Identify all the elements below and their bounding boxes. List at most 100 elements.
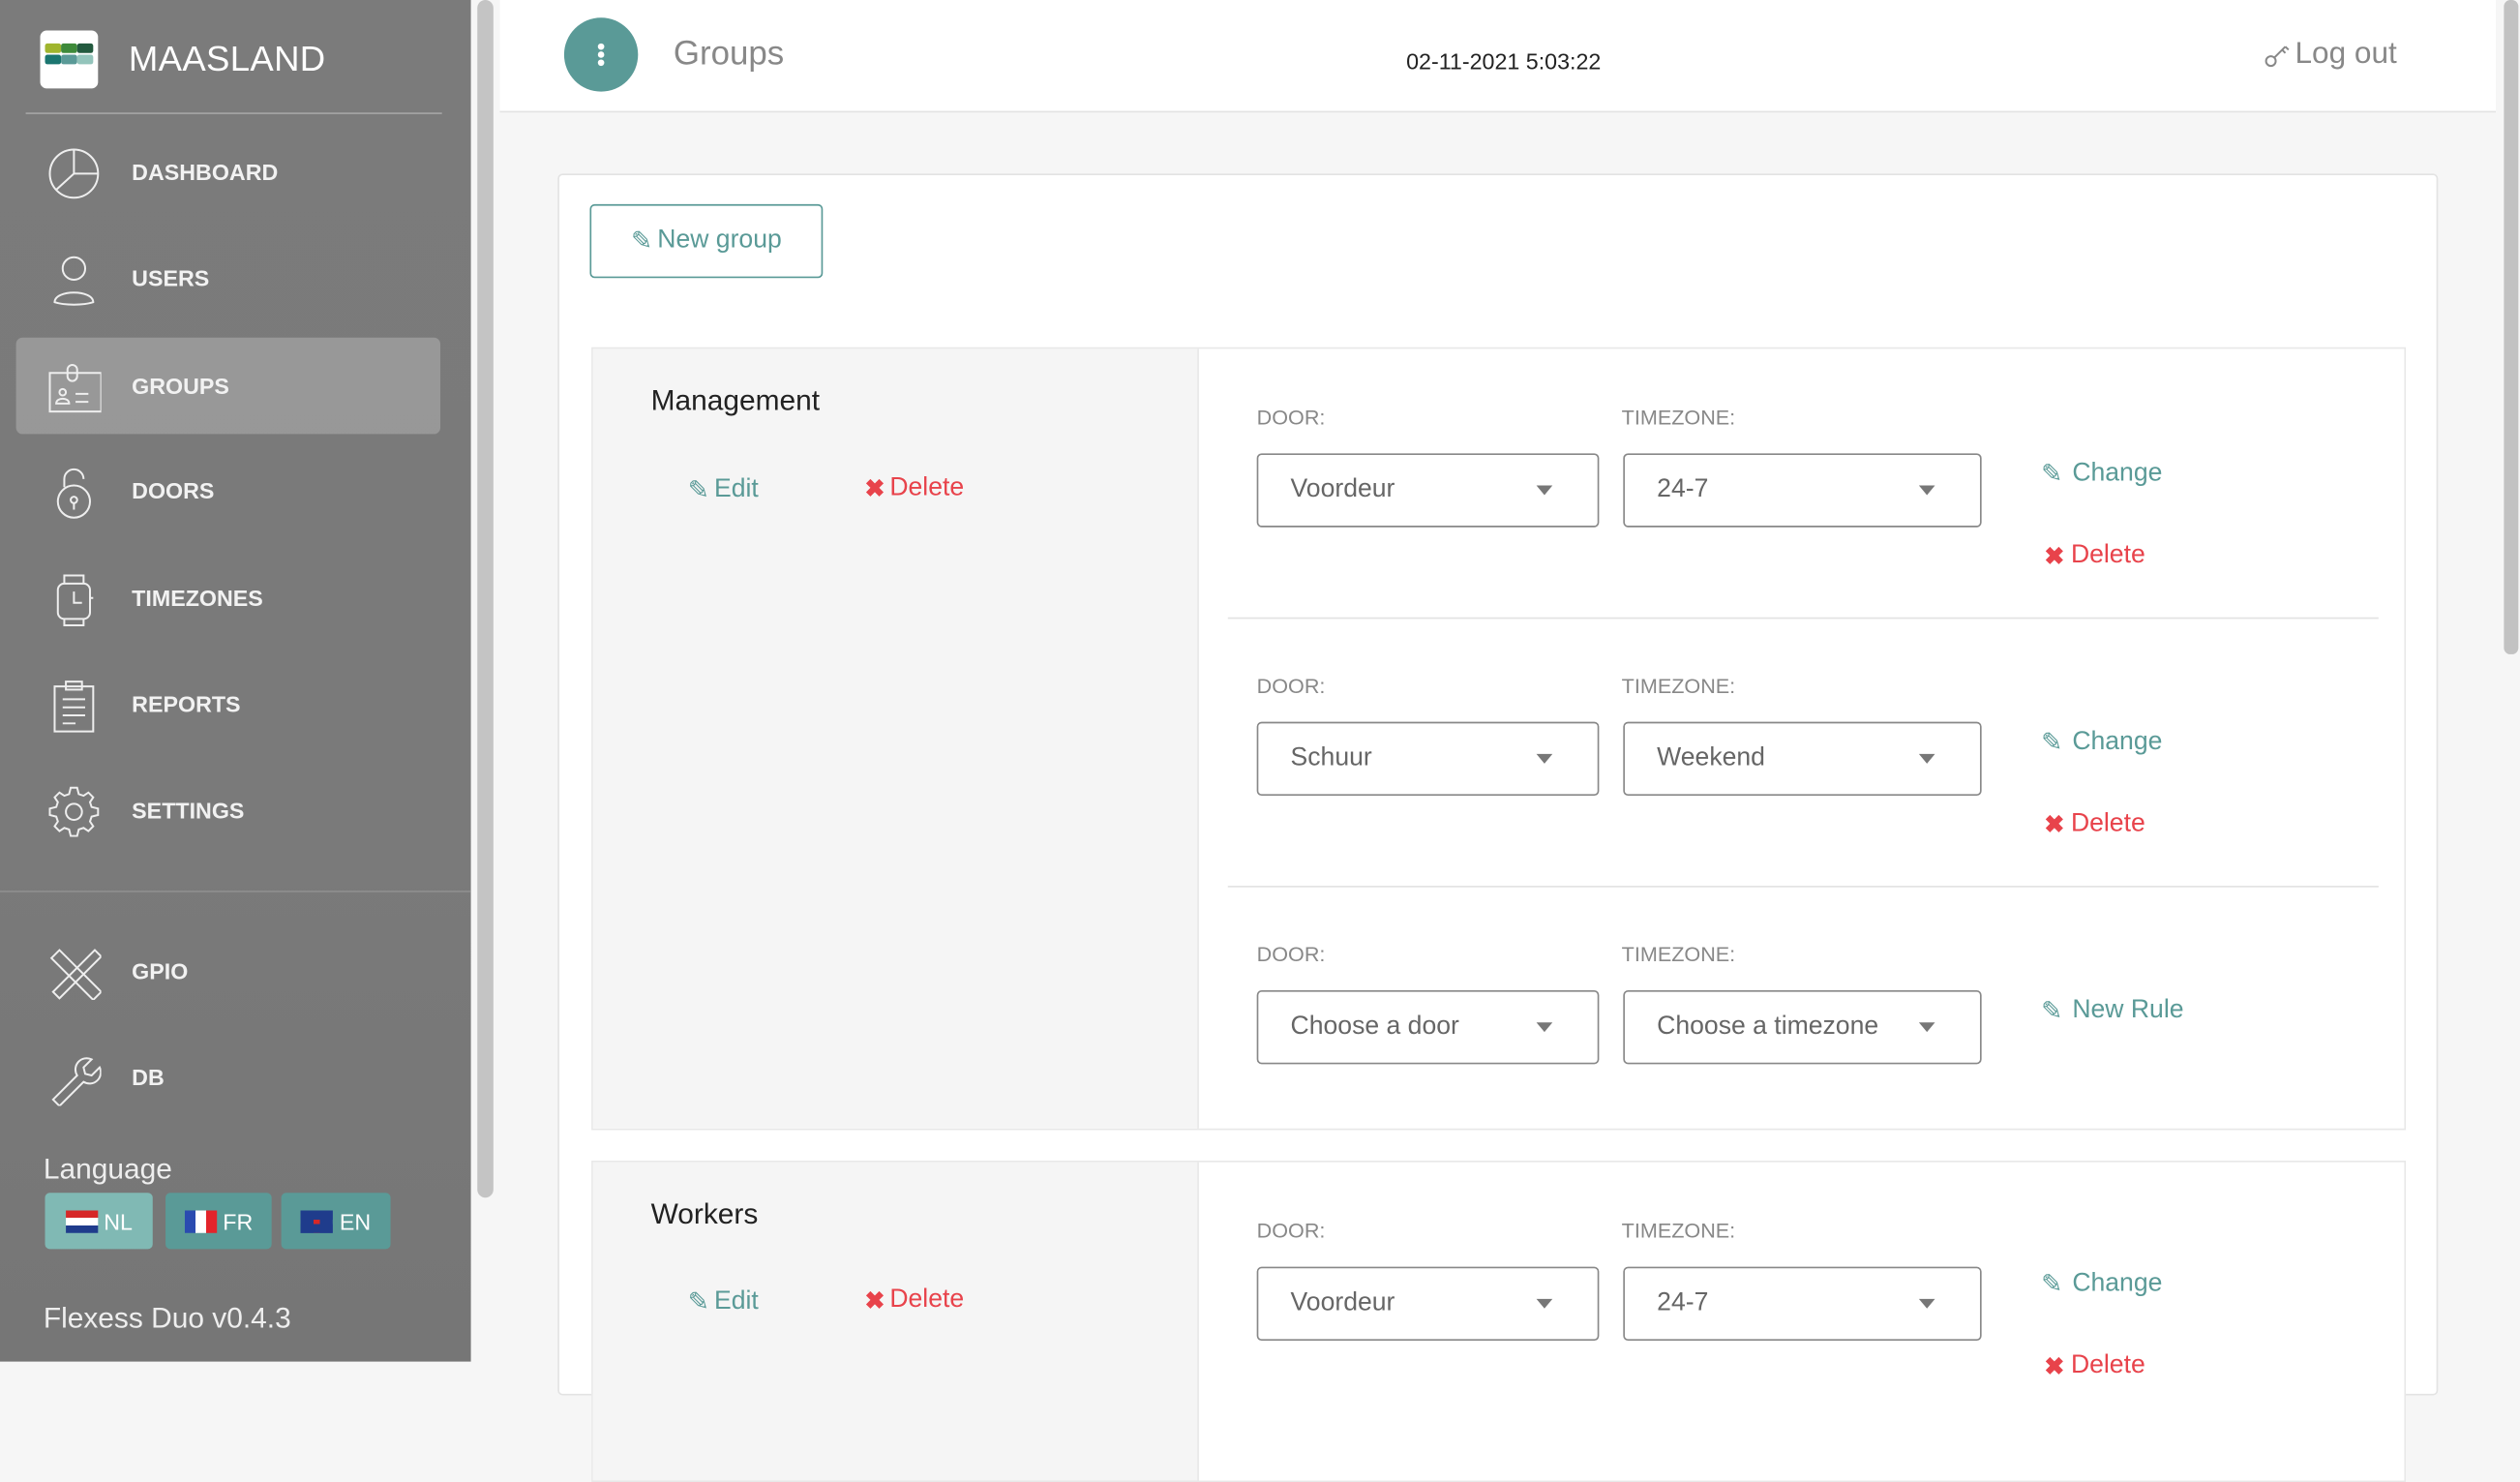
label: New Rule (2072, 996, 2184, 1024)
timezone-label: TIMEZONE: (1621, 673, 1736, 698)
group-workers: Workers ✎ Edit ✖ Delete DOOR: TIMEZONE: Vo… (591, 1161, 2408, 1482)
netherlands-flag-icon (65, 1209, 98, 1232)
current-datetime: 02-11-2021 5:03:22 (1406, 47, 1602, 75)
label: Delete (889, 473, 965, 502)
sidebar-item-label: GROUPS (132, 373, 229, 399)
sidebar-item-users[interactable]: USERS (16, 229, 440, 326)
page-scrollbar[interactable] (2504, 0, 2519, 654)
door-label: DOOR: (1256, 1218, 1326, 1243)
edit-icon: ✎ (2041, 461, 2063, 489)
sidebar-item-label: SETTINGS (132, 797, 245, 824)
menu-button[interactable] (563, 17, 639, 92)
caret-down-icon (1918, 753, 1935, 764)
change-rule-button[interactable]: ✎ Change (2041, 1268, 2162, 1300)
label: Delete (889, 1285, 965, 1314)
edit-group-button[interactable]: ✎ Edit (688, 1286, 759, 1318)
label: Change (2072, 1269, 2163, 1298)
sidebar-item-groups[interactable]: GROUPS (15, 337, 441, 435)
new-rule-button[interactable]: ✎ New Rule (2041, 995, 2183, 1027)
groups-card: ✎ New group Management ✎ Edit ✖ Delete DOO… (557, 173, 2439, 1482)
new-group-button[interactable]: ✎ New group (589, 203, 824, 279)
sidebar-item-timezones[interactable]: TIMEZONES (16, 550, 440, 647)
sidebar-item-label: DASHBOARD (132, 159, 279, 185)
door-label: DOOR: (1256, 673, 1326, 698)
change-rule-button[interactable]: ✎ Change (2041, 458, 2162, 490)
language-label: FR (223, 1208, 254, 1234)
sidebar-item-settings[interactable]: SETTINGS (16, 762, 440, 859)
close-icon: ✖ (864, 475, 885, 503)
caret-down-icon (1918, 485, 1935, 496)
label: Change (2072, 459, 2163, 488)
door-select[interactable]: Choose a door (1256, 989, 1600, 1065)
pie-chart-icon (48, 148, 100, 199)
rule-row: DOOR: TIMEZONE: Schuur Weekend ✎ Change ✖… (1199, 617, 2408, 888)
door-select[interactable]: Voordeur (1256, 1266, 1600, 1342)
language-label: EN (339, 1208, 372, 1234)
label: Edit (714, 1287, 759, 1316)
delete-rule-button[interactable]: ✖ Delete (2044, 810, 2145, 839)
selected-value: 24-7 (1657, 475, 1709, 503)
divider (0, 891, 471, 892)
brand-name: MAASLAND (128, 38, 326, 79)
selected-value: 24-7 (1657, 1288, 1709, 1317)
label: Delete (2070, 1351, 2145, 1379)
label: Change (2072, 728, 2163, 756)
button-label: New group (657, 227, 782, 255)
sidebar-item-doors[interactable]: DOORS (16, 442, 440, 539)
delete-rule-button[interactable]: ✖ Delete (2044, 1352, 2145, 1381)
edit-icon: ✎ (687, 1288, 710, 1317)
divider (25, 112, 442, 114)
edit-icon: ✎ (2041, 998, 2063, 1026)
label: Edit (714, 475, 759, 503)
timezone-select[interactable]: 24-7 (1623, 1266, 1982, 1342)
app-version: Flexess Duo v0.4.3 (43, 1302, 291, 1335)
language-label: NL (104, 1208, 133, 1234)
placeholder: Choose a door (1290, 1013, 1459, 1041)
door-label: DOOR: (1256, 405, 1326, 430)
sidebar-item-reports[interactable]: REPORTS (16, 656, 440, 753)
timezone-select[interactable]: Choose a timezone (1623, 989, 1982, 1065)
language-fr-button[interactable]: FR (165, 1193, 272, 1250)
logout-link[interactable]: Log out (2263, 37, 2397, 73)
lock-icon (56, 468, 91, 519)
language-en-button[interactable]: EN (281, 1193, 391, 1250)
sidebar-item-gpio[interactable]: GPIO (16, 922, 440, 1019)
edit-icon: ✎ (631, 227, 653, 257)
group-management: Management ✎ Edit ✖ Delete DOOR: TIMEZONE:… (591, 347, 2408, 1131)
sidebar-scrollbar[interactable] (477, 0, 494, 1198)
edit-icon: ✎ (2041, 1271, 2063, 1299)
sidebar-item-label: DB (132, 1064, 165, 1090)
edit-group-button[interactable]: ✎ Edit (688, 474, 759, 506)
france-flag-icon (184, 1209, 217, 1232)
new-rule-row: DOOR: TIMEZONE: Choose a door Choose a t… (1199, 886, 2408, 1156)
door-select[interactable]: Schuur (1256, 721, 1600, 797)
selected-value: Schuur (1290, 743, 1372, 772)
clipboard-icon (53, 681, 95, 733)
rule-row: DOOR: TIMEZONE: Voordeur 24-7 ✎ Change ✖ D… (1199, 1163, 2408, 1433)
language-nl-button[interactable]: NL (45, 1193, 153, 1250)
caret-down-icon (1918, 1298, 1935, 1309)
user-icon (53, 256, 95, 306)
key-icon (2265, 45, 2290, 68)
timezone-select[interactable]: 24-7 (1623, 453, 1982, 528)
sidebar-item-db[interactable]: DB (16, 1029, 440, 1126)
door-select[interactable]: Voordeur (1256, 453, 1600, 528)
edit-icon: ✎ (2041, 729, 2063, 758)
sidebar-item-dashboard[interactable]: DASHBOARD (16, 124, 440, 221)
gear-icon (48, 786, 100, 837)
timezone-label: TIMEZONE: (1621, 405, 1736, 430)
edit-icon: ✎ (687, 477, 710, 505)
header: Groups 02-11-2021 5:03:22 Log out (499, 0, 2497, 113)
selected-value: Voordeur (1290, 1288, 1395, 1317)
delete-rule-button[interactable]: ✖ Delete (2044, 542, 2145, 571)
placeholder: Choose a timezone (1657, 1013, 1879, 1041)
delete-group-button[interactable]: ✖ Delete (864, 474, 964, 503)
caret-down-icon (1918, 1022, 1935, 1033)
timezone-select[interactable]: Weekend (1623, 721, 1982, 797)
door-label: DOOR: (1256, 942, 1326, 967)
label: Delete (2070, 809, 2145, 838)
change-rule-button[interactable]: ✎ Change (2041, 727, 2162, 759)
close-icon: ✖ (2044, 1353, 2065, 1381)
delete-group-button[interactable]: ✖ Delete (864, 1286, 964, 1316)
caret-down-icon (1536, 1298, 1553, 1309)
